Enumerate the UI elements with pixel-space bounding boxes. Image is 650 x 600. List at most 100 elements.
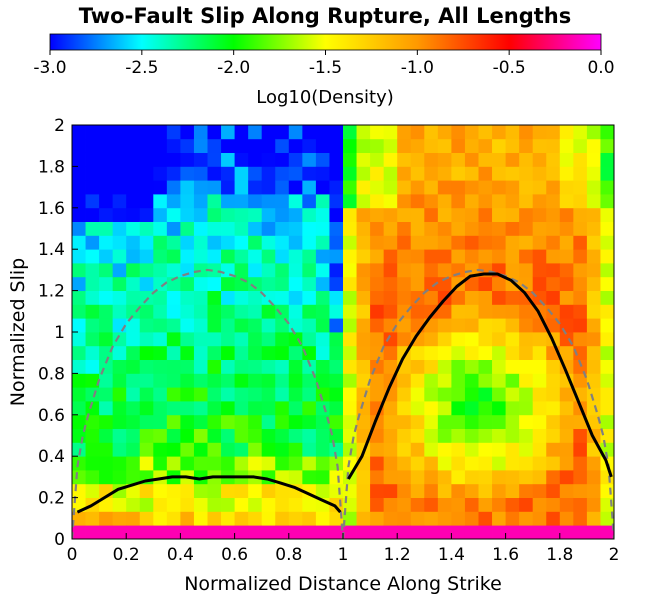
- heatmap-cell: [261, 207, 276, 222]
- heatmap-cell: [492, 221, 506, 236]
- heatmap-cell: [288, 428, 303, 443]
- heatmap-cell: [261, 290, 276, 305]
- heatmap-cell: [99, 125, 114, 140]
- heatmap-cell: [85, 318, 100, 333]
- heatmap-cell: [546, 318, 561, 333]
- heatmap-cell: [234, 180, 249, 195]
- heatmap-cell: [248, 125, 263, 140]
- heatmap-cell: [559, 318, 574, 333]
- heatmap-cell: [126, 332, 141, 347]
- heatmap-cell: [248, 235, 263, 250]
- heatmap-cell: [302, 470, 317, 485]
- heatmap-cell: [85, 263, 100, 278]
- heatmap-cell: [559, 387, 574, 402]
- heatmap-cell: [193, 525, 208, 539]
- heatmap-cell: [248, 401, 263, 416]
- heatmap-cell: [288, 276, 303, 291]
- heatmap-cell: [478, 414, 493, 429]
- heatmap-cell: [532, 483, 547, 498]
- heatmap-cell: [559, 497, 574, 512]
- heatmap-cell: [315, 442, 330, 457]
- heatmap-cell: [234, 332, 249, 347]
- heatmap-cell: [207, 235, 222, 250]
- heatmap-cell: [586, 483, 601, 498]
- heatmap-cell: [221, 152, 235, 167]
- heatmap-cell: [519, 263, 534, 278]
- heatmap-cell: [234, 138, 249, 153]
- heatmap-cell: [410, 387, 425, 402]
- heatmap-cell: [112, 511, 127, 526]
- heatmap-cell: [505, 511, 520, 526]
- heatmap-cell: [451, 194, 466, 209]
- heatmap-cell: [72, 249, 86, 264]
- heatmap-cell: [370, 442, 385, 457]
- heatmap-cell: [166, 194, 181, 209]
- heatmap-cell: [248, 249, 263, 264]
- heatmap-cell: [193, 194, 208, 209]
- heatmap-cell: [126, 125, 141, 140]
- heatmap-cell: [234, 456, 249, 471]
- heatmap-cell: [600, 166, 614, 181]
- heatmap-cell: [559, 249, 574, 264]
- heatmap-cell: [370, 249, 385, 264]
- heatmap-cell: [478, 525, 493, 539]
- heatmap-cell: [370, 525, 385, 539]
- heatmap-cell: [275, 263, 290, 278]
- heatmap-cell: [383, 497, 398, 512]
- heatmap-cell: [546, 470, 561, 485]
- heatmap-cell: [532, 138, 547, 153]
- heatmap-cell: [207, 497, 222, 512]
- heatmap-cell: [261, 221, 276, 236]
- heatmap-cell: [559, 442, 574, 457]
- heatmap-cell: [437, 359, 452, 374]
- heatmap-cell: [370, 138, 385, 153]
- heatmap-cell: [112, 249, 127, 264]
- heatmap-cell: [180, 125, 195, 140]
- heatmap-cell: [356, 401, 371, 416]
- heatmap-cell: [315, 456, 330, 471]
- heatmap-cell: [370, 304, 385, 319]
- heatmap-cell: [153, 525, 168, 539]
- heatmap-cell: [397, 414, 412, 429]
- heatmap-cell: [532, 511, 547, 526]
- heatmap-cell: [573, 304, 588, 319]
- heatmap-cell: [424, 345, 439, 360]
- heatmap-cell: [397, 497, 412, 512]
- heatmap-cell: [546, 373, 561, 388]
- heatmap-cell: [505, 166, 520, 181]
- heatmap-cell: [248, 442, 263, 457]
- heatmap-cell: [288, 359, 303, 374]
- heatmap-cell: [112, 125, 127, 140]
- heatmap-cell: [99, 497, 114, 512]
- heatmap-cell: [126, 207, 141, 222]
- heatmap-cell: [383, 414, 398, 429]
- heatmap-cell: [464, 497, 479, 512]
- heatmap-cell: [356, 359, 371, 374]
- heatmap-cell: [193, 442, 208, 457]
- heatmap-cell: [288, 318, 303, 333]
- heatmap-cell: [356, 194, 371, 209]
- heatmap-cell: [437, 180, 452, 195]
- heatmap-cell: [112, 263, 127, 278]
- heatmap-cell: [248, 304, 263, 319]
- heatmap-cell: [492, 525, 506, 539]
- heatmap-cell: [397, 290, 412, 305]
- heatmap-cell: [329, 207, 344, 222]
- heatmap-cell: [329, 359, 344, 374]
- heatmap-cell: [600, 125, 614, 140]
- heatmap-cell: [464, 428, 479, 443]
- heatmap-cell: [112, 138, 127, 153]
- heatmap-cell: [329, 152, 344, 167]
- heatmap-cell: [424, 470, 439, 485]
- heatmap-cell: [329, 180, 344, 195]
- heatmap-cell: [85, 152, 100, 167]
- heatmap-cell: [139, 442, 154, 457]
- heatmap-cell: [546, 125, 561, 140]
- heatmap-cell: [126, 263, 141, 278]
- heatmap-cell: [573, 138, 588, 153]
- heatmap-cell: [288, 525, 303, 539]
- heatmap-cell: [288, 456, 303, 471]
- heatmap-cell: [261, 511, 276, 526]
- heatmap-cell: [437, 304, 452, 319]
- heatmap-cell: [464, 290, 479, 305]
